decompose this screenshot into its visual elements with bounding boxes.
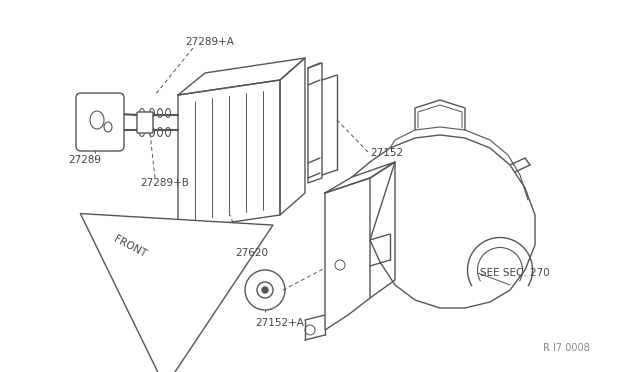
Text: SEE SEC. 270: SEE SEC. 270 [480,268,550,278]
Text: 27620: 27620 [235,248,268,258]
Text: 27289+B: 27289+B [140,178,189,188]
Text: 27152: 27152 [370,148,403,158]
Text: FRONT: FRONT [112,234,148,259]
Text: 27289: 27289 [68,155,101,165]
FancyBboxPatch shape [137,112,153,133]
Text: 27289+A: 27289+A [185,37,234,47]
FancyBboxPatch shape [76,93,124,151]
Text: R I7 0008: R I7 0008 [543,343,589,353]
Text: 27152+A: 27152+A [255,318,304,328]
Circle shape [262,287,268,293]
